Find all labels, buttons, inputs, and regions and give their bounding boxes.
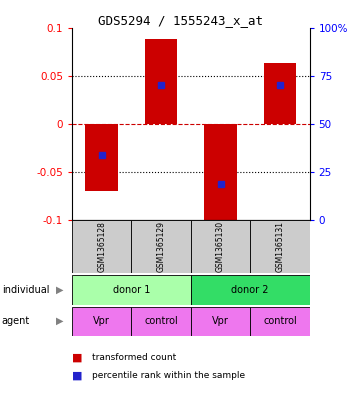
Text: ■: ■ (72, 353, 82, 363)
Text: ■: ■ (72, 370, 82, 380)
Bar (250, 307, 310, 336)
Bar (85, 124, 118, 191)
Text: ▶: ▶ (56, 285, 63, 295)
Text: individual: individual (2, 285, 49, 295)
Bar (264, 63, 296, 124)
Bar (191, 307, 250, 336)
Bar (72, 220, 131, 273)
Bar (131, 307, 191, 336)
Text: control: control (144, 316, 178, 326)
Text: ▶: ▶ (56, 316, 63, 326)
Text: control: control (263, 316, 297, 326)
Text: GSM1365130: GSM1365130 (216, 221, 225, 272)
Text: Vpr: Vpr (93, 316, 110, 326)
Text: donor 2: donor 2 (231, 285, 269, 295)
Bar (131, 220, 191, 273)
Text: GSM1365128: GSM1365128 (97, 221, 106, 272)
Bar (191, 220, 250, 273)
Bar (250, 220, 310, 273)
Text: agent: agent (2, 316, 30, 326)
Text: donor 1: donor 1 (113, 285, 150, 295)
Bar (72, 307, 131, 336)
Text: GSM1365131: GSM1365131 (275, 221, 284, 272)
Text: Vpr: Vpr (212, 316, 229, 326)
Text: transformed count: transformed count (92, 353, 176, 362)
Text: GSM1365129: GSM1365129 (157, 221, 166, 272)
Bar (191, 275, 310, 305)
Text: percentile rank within the sample: percentile rank within the sample (92, 371, 245, 380)
Bar (72, 275, 191, 305)
Text: GDS5294 / 1555243_x_at: GDS5294 / 1555243_x_at (98, 14, 262, 27)
Bar (204, 124, 237, 228)
Bar (145, 39, 177, 124)
